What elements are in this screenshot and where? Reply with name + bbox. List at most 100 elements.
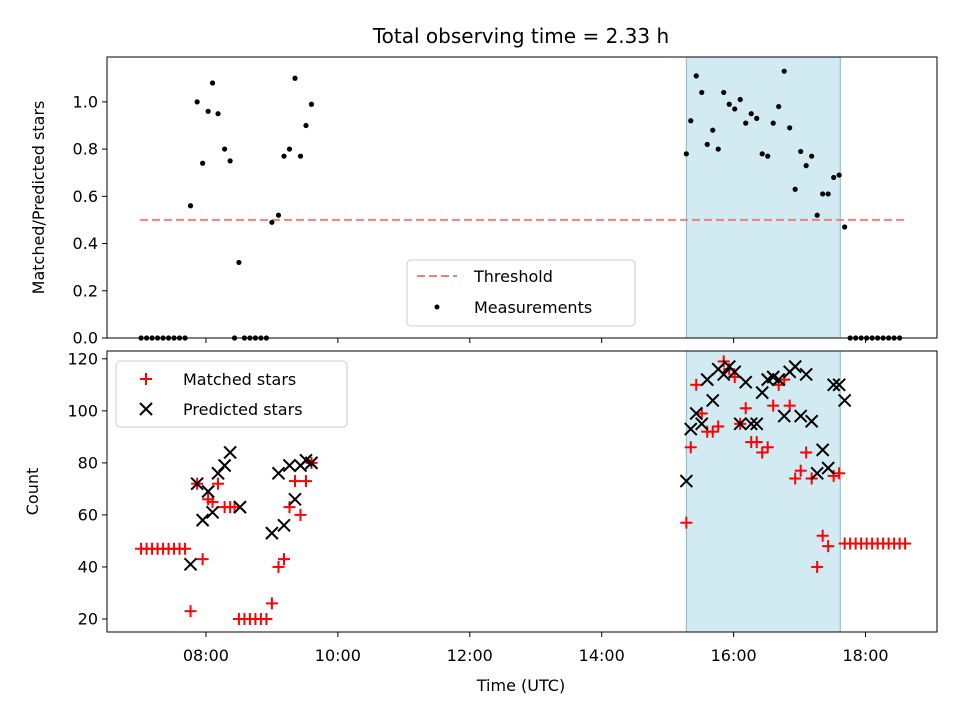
predicted-stars-point — [233, 500, 247, 514]
counts-panel: 20 40 60 80 100 120 08:00 10:00 12:00 14:00 16:00 1… — [23, 349, 938, 695]
predicted-stars-point — [205, 505, 220, 520]
legend-predicted-label: Predicted stars — [183, 400, 303, 419]
predicted-stars-point — [288, 492, 302, 507]
matched-stars-point — [260, 612, 273, 625]
x-tick-label: 08:00 — [183, 646, 229, 665]
measurement-point — [842, 224, 848, 230]
observing-span-highlight — [685, 350, 841, 633]
matched-stars-point — [288, 475, 301, 488]
measurement-point — [194, 99, 200, 105]
measurement-point — [297, 153, 304, 159]
matched-stars-point — [706, 425, 719, 438]
matched-stars-point — [184, 605, 197, 618]
matched-stars-point — [794, 464, 807, 477]
predicted-stars-point — [700, 372, 714, 387]
predicted-stars-point — [804, 414, 819, 428]
matched-stars-point — [811, 560, 824, 573]
measurement-point — [187, 203, 194, 209]
x-axis-label: Time (UTC) — [476, 676, 565, 695]
measurement-point — [308, 101, 315, 107]
predicted-stars-point — [777, 409, 791, 423]
matched-stars-point — [283, 501, 296, 514]
matched-stars-point — [212, 477, 225, 490]
predicted-stars-point — [793, 409, 808, 423]
matched-stars-point — [680, 516, 693, 529]
measurement-point — [710, 127, 716, 133]
count-ytick-label: 100 — [67, 401, 98, 420]
predicted-stars-point — [706, 393, 720, 408]
measurement-point — [215, 111, 221, 117]
ratio-ytick-label: 0.2 — [73, 281, 98, 300]
counts-legend: Matched stars Predicted stars — [115, 360, 348, 428]
measurement-point — [831, 174, 837, 181]
matched-stars-point — [756, 446, 769, 459]
predicted-stars-series — [183, 359, 852, 572]
measurement-point — [227, 158, 233, 164]
count-y-axis-label: Count — [23, 468, 42, 516]
measurement-point — [754, 115, 760, 121]
measurement-point — [787, 125, 793, 131]
predicted-stars-point — [744, 417, 758, 431]
legend-measurements-swatch — [434, 304, 440, 310]
count-ytick-label: 60 — [78, 505, 98, 524]
measurement-point — [798, 148, 804, 155]
predicted-stars-point — [190, 476, 204, 491]
measurement-point — [286, 146, 293, 152]
predicted-stars-point — [265, 526, 279, 540]
legend-threshold-label: Threshold — [473, 267, 553, 286]
measurement-point — [693, 73, 699, 79]
predicted-stars-point — [837, 393, 852, 408]
ratio-panel: 0.0 0.2 0.4 0.6 0.8 1.0 Matched/Predicted sta… — [29, 56, 938, 348]
measurement-point — [759, 151, 765, 157]
x-tick-label: 10:00 — [315, 646, 361, 665]
ratio-ytick-label: 0.4 — [73, 234, 98, 253]
measurement-point — [726, 101, 732, 107]
measurement-point — [803, 163, 809, 169]
counts-panel-frame — [106, 350, 938, 633]
measurement-point — [825, 191, 831, 197]
predicted-stars-point — [739, 375, 753, 389]
predicted-stars-point — [717, 367, 731, 382]
matched-stars-point — [767, 399, 780, 412]
measurement-point — [776, 103, 782, 110]
predicted-stars-point — [826, 378, 841, 392]
matched-stars-point — [789, 472, 802, 485]
matched-stars-point — [294, 508, 307, 521]
legend-matched-label: Matched stars — [183, 370, 296, 389]
predicted-stars-point — [201, 484, 215, 499]
measurement-point — [732, 106, 738, 112]
predicted-stars-point — [304, 456, 319, 470]
matched-stars-point — [196, 553, 209, 566]
predicted-stars-point — [277, 518, 291, 533]
predicted-stars-point — [799, 367, 813, 382]
measurement-point — [275, 212, 282, 218]
measurement-point — [737, 96, 743, 103]
matched-stars-point — [800, 446, 813, 459]
matched-stars-point — [265, 597, 278, 610]
predicted-stars-point — [788, 359, 802, 374]
measurement-point — [269, 219, 275, 225]
count-ytick-label: 120 — [67, 349, 98, 368]
predicted-stars-point — [695, 417, 709, 431]
measurement-point — [236, 259, 242, 266]
matched-stars-point — [778, 373, 791, 386]
count-ytick-label: 20 — [78, 609, 98, 628]
legend-predicted-swatch — [139, 402, 153, 416]
ratio-ytick-label: 0.8 — [73, 140, 98, 159]
count-ytick-label: 40 — [78, 557, 98, 576]
observing-span-highlight — [685, 56, 841, 339]
measurement-point — [792, 186, 798, 192]
ratio-ytick-label: 0.6 — [73, 187, 98, 206]
measurement-point — [770, 120, 776, 126]
measurement-point — [281, 153, 287, 159]
measurement-point — [820, 191, 826, 197]
predicted-stars-point — [728, 365, 742, 379]
measurement-point — [809, 153, 815, 159]
predicted-stars-point — [271, 466, 286, 480]
predicted-stars-point — [689, 406, 703, 421]
legend-measurements-label: Measurements — [474, 298, 592, 317]
measurement-point — [765, 153, 771, 159]
matched-stars-point — [277, 553, 290, 566]
matched-stars-point — [816, 529, 829, 542]
predicted-stars-point — [195, 513, 210, 527]
